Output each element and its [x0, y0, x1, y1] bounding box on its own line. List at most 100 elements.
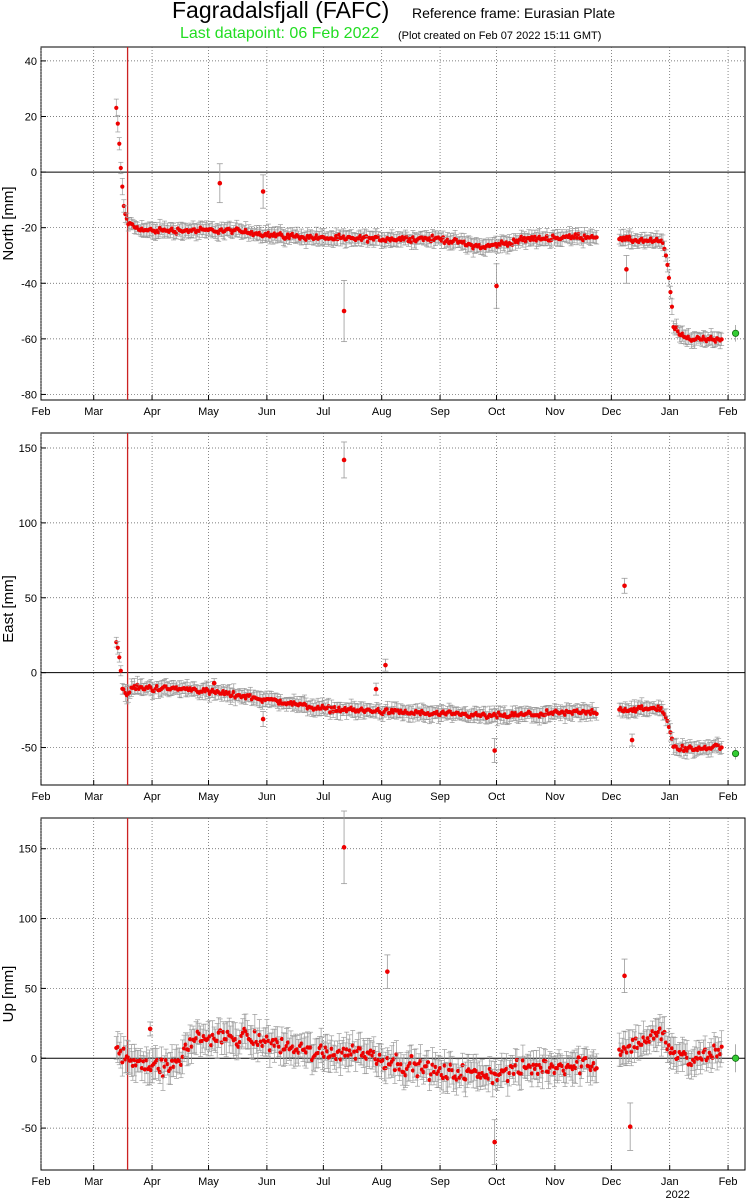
latest-datapoint [731, 1054, 740, 1062]
data-point [243, 696, 248, 701]
data-point [573, 232, 578, 237]
plot-frame [40, 432, 746, 786]
data-point [353, 1056, 358, 1061]
data-point [528, 1064, 533, 1069]
data-point [294, 1047, 300, 1052]
data-point [490, 1080, 495, 1086]
data-point [430, 233, 435, 238]
y-tick-label: 0 [31, 167, 37, 179]
data-point [114, 640, 119, 645]
data-point [594, 235, 599, 240]
data-point [484, 1073, 489, 1078]
outlier-point [385, 969, 390, 974]
data-point [675, 329, 681, 334]
data-point [177, 1058, 182, 1064]
outlier-point [627, 1124, 633, 1129]
data-point [233, 1036, 238, 1042]
data-point [189, 1044, 194, 1049]
data-point [165, 1061, 170, 1067]
data-point [561, 1068, 566, 1073]
data-point [391, 1057, 396, 1062]
data-point [279, 1036, 285, 1042]
data-point [659, 1037, 664, 1042]
outlier-point [341, 845, 347, 850]
data-point [320, 1051, 325, 1056]
y-tick-label: 50 [25, 983, 37, 995]
data-point [706, 1055, 711, 1060]
x-tick-label: Oct [488, 406, 505, 418]
outlier-point [492, 1139, 497, 1145]
data-point [183, 1042, 188, 1047]
outlier-point [624, 267, 629, 272]
data-point [118, 668, 123, 673]
data-point [576, 1055, 581, 1060]
data-point [156, 1066, 161, 1071]
data-point [645, 1036, 650, 1041]
data-point [510, 242, 515, 247]
latest-datapoint [731, 749, 740, 758]
data-point [272, 1043, 277, 1048]
data-point [337, 705, 342, 710]
data-point [620, 1049, 625, 1054]
data-point [209, 1043, 214, 1048]
data-point [142, 1067, 148, 1072]
data-point [121, 687, 126, 692]
x-tick-label: Jan [661, 791, 679, 803]
data-point [377, 1052, 382, 1057]
data-point [148, 1067, 154, 1073]
data-point [633, 1036, 638, 1041]
data-point [495, 715, 500, 720]
x-tick-label: Jun [258, 791, 276, 803]
data-point [618, 1052, 623, 1057]
data-point [236, 1044, 241, 1049]
x-tick-label: Nov [545, 1176, 565, 1188]
chart-panel-up: Feb Mar Apr May Jun Jul Aug Sep Oct Nov Dec Jan Feb -… [0, 810, 746, 1200]
data-point [537, 714, 542, 719]
data-point [308, 1045, 313, 1050]
data-point [719, 745, 724, 750]
x-tick-label: Dec [602, 406, 622, 418]
data-point [487, 1066, 492, 1072]
data-point [230, 693, 235, 698]
data-point [680, 743, 685, 748]
data-point [660, 240, 666, 245]
data-point [591, 1061, 596, 1066]
data-point [117, 141, 122, 146]
data-point [639, 1042, 644, 1047]
data-point [407, 1061, 413, 1066]
data-point [446, 1067, 452, 1072]
data-point [266, 230, 271, 235]
data-point [409, 1053, 414, 1059]
data-point [322, 1054, 327, 1059]
data-point [299, 1041, 304, 1046]
data-point [365, 239, 370, 244]
data-point [245, 1032, 250, 1037]
data-point [290, 1044, 295, 1049]
data-point [699, 1057, 705, 1062]
y-tick-label: 0 [31, 668, 37, 680]
data-point [648, 236, 653, 241]
x-tick-label: Dec [602, 791, 622, 803]
data-point [340, 1050, 345, 1055]
data-point [639, 704, 644, 709]
data-point [718, 1052, 723, 1057]
data-point [663, 1040, 669, 1045]
data-point [186, 1047, 191, 1053]
data-point [627, 1043, 632, 1048]
last-datapoint-label: Last datapoint: 06 Feb 2022 [180, 25, 380, 42]
data-point [450, 1068, 455, 1073]
data-point [519, 1071, 524, 1076]
data-point [692, 1059, 697, 1064]
x-tick-label: Nov [545, 791, 565, 803]
year-label: 2022 [665, 1189, 689, 1200]
data-point [639, 236, 644, 241]
data-point [624, 1050, 629, 1055]
data-point [650, 1029, 655, 1034]
data-point [144, 1058, 149, 1063]
data-point [323, 1045, 328, 1050]
reference-frame-label: Reference frame: Eurasian Plate [412, 5, 616, 21]
data-point [148, 685, 154, 690]
data-point [559, 1063, 565, 1069]
data-point [696, 1050, 702, 1055]
data-point [334, 1056, 339, 1062]
